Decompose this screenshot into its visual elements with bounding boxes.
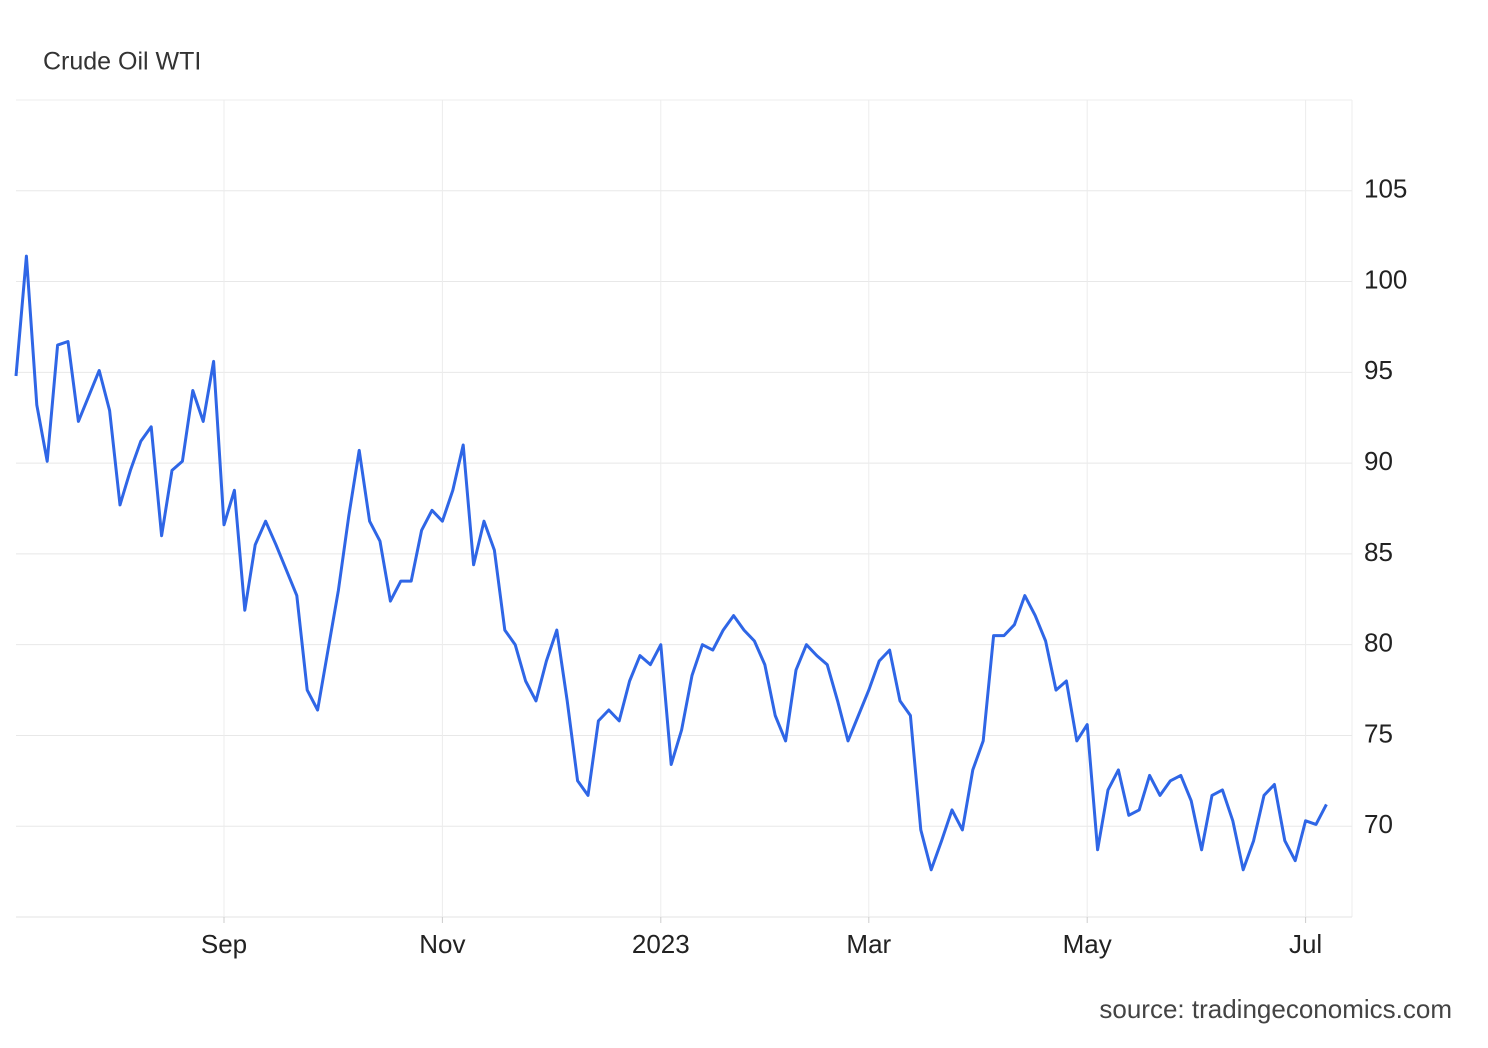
x-tick-label: Sep [201,929,247,959]
source: source: tradingeconomics.com [1099,994,1452,1024]
x-tick-label: May [1063,929,1112,959]
y-tick-label: 75 [1364,718,1393,748]
y-tick-label: 105 [1364,174,1407,204]
price-line [14,254,1328,872]
x-tick-label: Nov [419,929,465,959]
x-tick-label: Jul [1289,929,1322,959]
y-tick-label: 70 [1364,809,1393,839]
y-tick-label: 80 [1364,628,1393,658]
x-tick-label: Mar [846,929,891,959]
y-tick-label: 100 [1364,264,1407,294]
x-tick-label: 2023 [632,929,690,959]
y-tick-label: 90 [1364,446,1393,476]
y-tick-label: 85 [1364,537,1393,567]
chart-title: Crude Oil WTI [43,48,201,76]
y-tick-label: 95 [1364,355,1393,385]
